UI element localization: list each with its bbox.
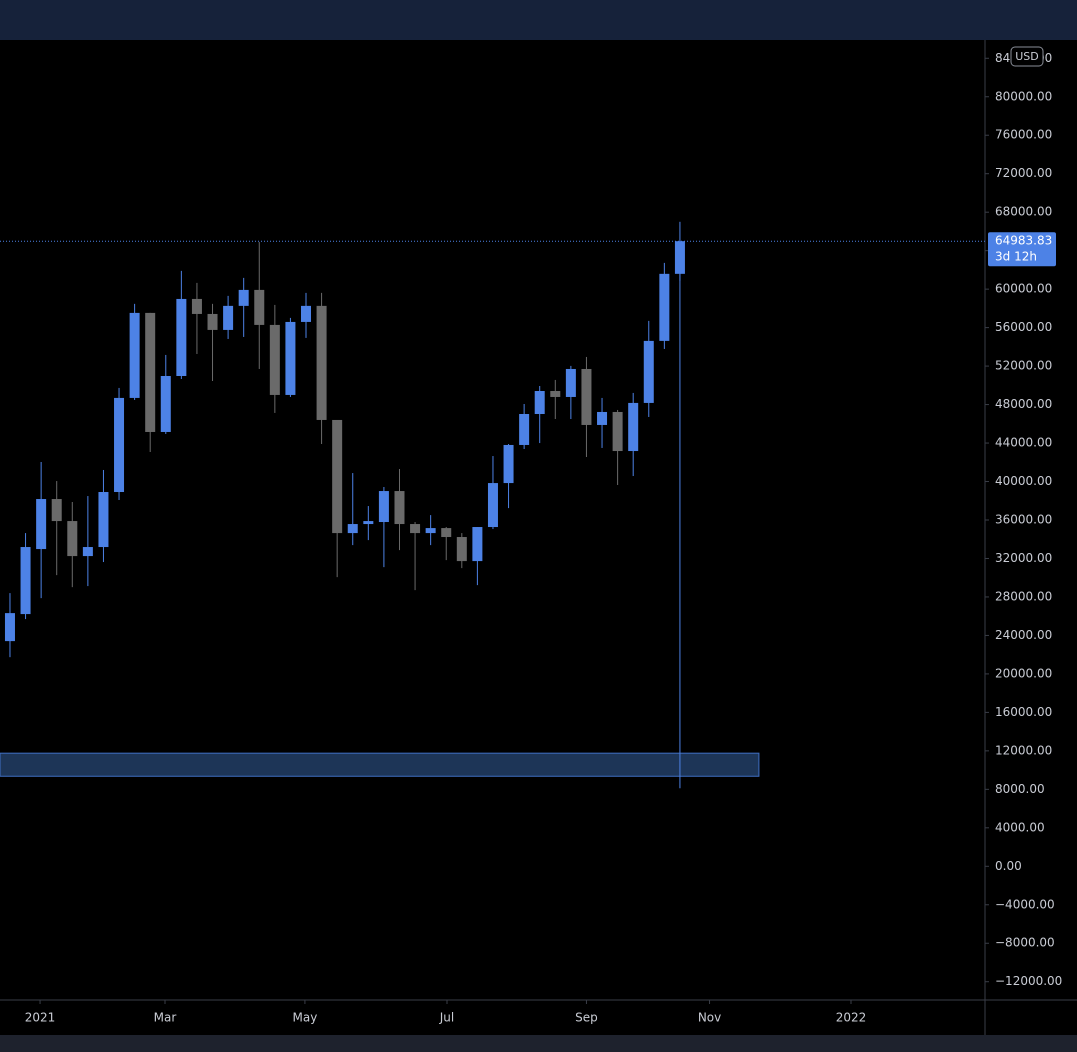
- candle-body: [643, 340, 654, 403]
- candle-body: [238, 289, 249, 306]
- y-tick-label: 36000.00: [995, 513, 1052, 527]
- bottom-bar: [0, 1035, 1077, 1052]
- candle-body: [207, 313, 218, 330]
- candle-body: [456, 537, 467, 562]
- y-tick-label: 12000.00: [995, 743, 1052, 757]
- candle-body: [114, 397, 125, 493]
- candle-body: [534, 391, 545, 414]
- x-tick-label: May: [293, 1011, 318, 1025]
- y-tick-label: 56000.00: [995, 320, 1052, 334]
- zone: [0, 752, 760, 777]
- candle-body: [612, 411, 623, 452]
- candle-body: [36, 499, 47, 550]
- currency-badge: [1010, 46, 1044, 67]
- y-tick-label: 60000.00: [995, 282, 1052, 296]
- candle-body: [269, 324, 280, 395]
- candle-body: [191, 298, 202, 314]
- candle-body: [332, 419, 343, 534]
- y-tick-label: 20000.00: [995, 666, 1052, 680]
- candle-body: [674, 241, 685, 274]
- y-tick-label: 52000.00: [995, 359, 1052, 373]
- x-tick-label: Sep: [575, 1011, 598, 1025]
- candle-body: [98, 492, 109, 548]
- candle-body: [301, 305, 312, 322]
- y-tick-label: −8000.00: [995, 936, 1055, 950]
- candle-body: [628, 402, 639, 452]
- candle-body: [82, 547, 93, 557]
- candle-body: [410, 524, 421, 534]
- candle-body: [425, 528, 436, 534]
- y-tick-label: −12000.00: [995, 974, 1062, 988]
- candle-body: [254, 289, 265, 325]
- y-tick-label: 28000.00: [995, 589, 1052, 603]
- y-tick-label: 32000.00: [995, 551, 1052, 565]
- candle-body: [659, 273, 670, 341]
- y-tick-label: 80000.00: [995, 89, 1052, 103]
- y-tick-label: 4000.00: [995, 820, 1045, 834]
- x-tick-label: 2021: [25, 1011, 56, 1025]
- y-tick-label: 48000.00: [995, 397, 1052, 411]
- countdown-label: 3d 12h: [995, 250, 1037, 264]
- candle-body: [441, 528, 452, 538]
- candle-body: [51, 499, 62, 522]
- y-tick-label: −4000.00: [995, 897, 1055, 911]
- candle-body: [160, 376, 171, 432]
- currency-label: USD: [1015, 50, 1039, 63]
- candle-body: [394, 491, 405, 525]
- candle-body: [378, 491, 389, 523]
- y-tick-label: 16000.00: [995, 705, 1052, 719]
- y-tick-label: 24000.00: [995, 628, 1052, 642]
- top-bar: [0, 0, 1077, 40]
- candle-body: [472, 527, 483, 562]
- y-tick-label: 0.00: [995, 859, 1022, 873]
- candle-body: [565, 368, 576, 397]
- candle-body: [20, 547, 31, 615]
- candle-body: [316, 305, 327, 420]
- x-tick-label: Mar: [154, 1011, 177, 1025]
- y-tick-label: 76000.00: [995, 128, 1052, 142]
- candle-body: [347, 524, 358, 534]
- candle-body: [285, 321, 296, 395]
- candle-body: [581, 368, 592, 425]
- last-price-label: 64983.83: [995, 234, 1052, 248]
- candle-body: [519, 413, 530, 445]
- candle-body: [487, 483, 498, 528]
- candle-body: [67, 521, 78, 557]
- y-tick-label: 68000.00: [995, 205, 1052, 219]
- x-tick-label: 2022: [836, 1011, 867, 1025]
- candle-body: [145, 312, 156, 432]
- last-price-box: [988, 232, 1056, 267]
- candle-body: [503, 444, 514, 484]
- x-tick-label: Nov: [698, 1011, 721, 1025]
- candle-body: [550, 391, 561, 397]
- y-tick-label: 40000.00: [995, 474, 1052, 488]
- candle-body: [223, 305, 234, 330]
- x-tick-label: Jul: [439, 1011, 454, 1025]
- candle-body: [363, 521, 374, 525]
- candle-body: [176, 298, 187, 376]
- y-tick-label: 8000.00: [995, 782, 1045, 796]
- candle-body: [597, 411, 608, 425]
- y-tick-label: 72000.00: [995, 166, 1052, 180]
- candle-body: [129, 312, 140, 398]
- y-tick-label: 44000.00: [995, 436, 1052, 450]
- candle-body: [4, 613, 15, 642]
